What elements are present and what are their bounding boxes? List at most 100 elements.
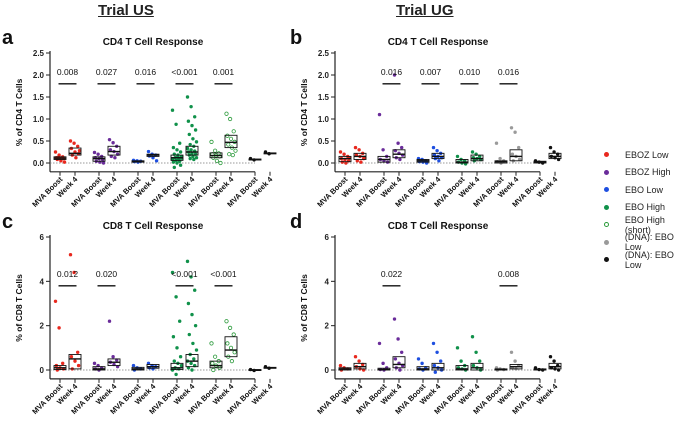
data-point	[548, 145, 553, 150]
p-value-label: 0.016	[135, 67, 157, 77]
data-point	[185, 146, 190, 151]
p-value-label: 0.016	[498, 67, 520, 77]
data-point	[174, 295, 178, 299]
data-point	[357, 359, 361, 363]
data-point	[214, 158, 219, 163]
y-tick-label: 4	[40, 277, 45, 286]
data-point	[101, 161, 106, 165]
data-point	[72, 141, 76, 145]
data-point	[392, 73, 397, 77]
data-point	[231, 129, 236, 134]
data-point	[190, 123, 194, 128]
data-point	[193, 115, 197, 119]
legend-label: EBO High (short)	[624, 214, 665, 235]
y-tick-label: 2.5	[33, 49, 45, 58]
data-point	[210, 361, 215, 366]
data-point	[76, 350, 80, 354]
p-value-label: 0.012	[57, 269, 79, 279]
data-point	[69, 355, 74, 359]
data-point	[431, 341, 436, 346]
chart-title: CD8 T Cell Response	[103, 221, 204, 232]
data-point	[209, 341, 214, 346]
legend-label: EBO Low	[625, 184, 664, 195]
data-point	[231, 332, 236, 337]
data-point	[396, 141, 400, 145]
y-tick-label: 1.5	[33, 93, 45, 102]
data-point	[190, 312, 194, 317]
data-point	[62, 160, 67, 164]
data-point	[381, 361, 385, 366]
p-value-label: 0.010	[459, 67, 481, 77]
box-iqr	[170, 362, 184, 371]
data-point	[68, 253, 73, 257]
data-point	[359, 160, 363, 164]
p-value-label: <0.001	[171, 269, 198, 279]
data-point	[178, 355, 183, 359]
p-value-label: 0.001	[213, 67, 235, 77]
data-point	[230, 152, 235, 158]
y-tick-label: 2.0	[318, 71, 330, 80]
data-point	[194, 348, 199, 352]
panel-a: a CD4 T Cell Response% of CD4 T Cells0.00…	[2, 27, 277, 209]
data-point	[552, 150, 556, 154]
box-iqr	[455, 159, 469, 164]
data-point	[470, 150, 475, 154]
data-point	[228, 325, 233, 330]
data-point	[416, 357, 421, 361]
data-point	[189, 148, 193, 152]
data-point	[478, 359, 482, 363]
p-value-label: 0.008	[498, 269, 520, 279]
chart-title: CD4 T Cell Response	[388, 37, 489, 48]
panel-letter: a	[2, 27, 14, 49]
y-tick-label: 0.0	[318, 159, 330, 168]
p-value-label: 0.008	[57, 67, 79, 77]
data-point	[398, 368, 402, 372]
data-point	[72, 270, 76, 275]
data-point	[172, 165, 176, 170]
data-point	[192, 357, 196, 361]
data-point	[400, 145, 404, 150]
y-axis-label: % of CD4 T Cells	[299, 78, 309, 146]
data-point	[377, 112, 382, 117]
data-point	[209, 139, 214, 144]
y-tick-label: 0.5	[318, 137, 330, 146]
panel-letter: c	[2, 211, 13, 233]
data-point	[96, 152, 100, 156]
data-point	[192, 157, 196, 162]
data-point	[433, 370, 437, 374]
data-point	[179, 363, 184, 368]
data-point	[353, 145, 358, 150]
data-point	[224, 111, 229, 116]
data-point	[474, 350, 478, 354]
data-point	[398, 157, 402, 162]
data-point	[191, 341, 195, 346]
legend-label: EBOZ High	[625, 167, 671, 178]
data-point	[77, 148, 82, 153]
data-point	[68, 139, 73, 143]
data-point	[188, 142, 192, 147]
data-point	[178, 163, 183, 167]
data-point	[73, 359, 77, 363]
data-point	[111, 355, 115, 359]
data-point	[76, 144, 80, 148]
data-point	[225, 341, 230, 346]
data-point	[107, 319, 112, 323]
data-point	[193, 288, 197, 292]
legend-label: EBO High	[625, 202, 666, 213]
charts: a CD4 T Cell Response% of CD4 T Cells0.00…	[2, 27, 562, 416]
chart-title: CD4 T Cell Response	[103, 37, 204, 48]
data-point	[400, 350, 404, 354]
y-tick-label: 1.0	[318, 115, 330, 124]
legend-marker-icon	[604, 169, 609, 175]
data-point	[338, 150, 343, 154]
data-point	[190, 368, 194, 372]
data-point	[228, 345, 234, 350]
data-point	[439, 359, 443, 363]
data-point	[498, 156, 502, 161]
y-tick-label: 1.0	[33, 115, 45, 124]
data-point	[171, 145, 176, 150]
data-point	[174, 122, 178, 126]
data-point	[517, 157, 522, 162]
y-tick-label: 2	[40, 322, 45, 331]
box-iqr	[392, 356, 406, 369]
